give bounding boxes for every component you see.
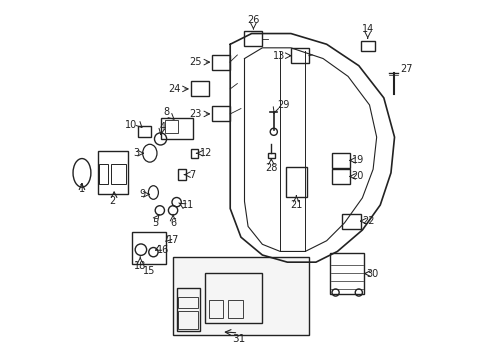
Bar: [212, 55, 230, 69]
Text: 19: 19: [351, 156, 363, 165]
Bar: [212, 107, 230, 121]
Text: 26: 26: [247, 15, 259, 24]
Bar: [290, 48, 308, 63]
Bar: [285, 167, 306, 197]
Text: 25: 25: [189, 57, 201, 67]
Bar: [267, 153, 274, 158]
Text: 5: 5: [152, 217, 158, 228]
Text: 31: 31: [232, 334, 245, 344]
Bar: [190, 81, 208, 96]
Bar: [342, 213, 360, 229]
Text: 30: 30: [365, 269, 377, 279]
Text: 17: 17: [166, 235, 179, 245]
Bar: [178, 297, 198, 308]
Bar: [160, 118, 192, 139]
Bar: [177, 169, 186, 180]
Text: 24: 24: [167, 84, 180, 94]
Text: 21: 21: [289, 200, 302, 210]
Bar: [164, 120, 177, 133]
Text: 23: 23: [189, 109, 201, 119]
Text: 11: 11: [182, 200, 194, 210]
Text: 15: 15: [142, 266, 155, 276]
Text: 8: 8: [163, 108, 169, 117]
Text: 22: 22: [362, 216, 374, 226]
Bar: [190, 149, 198, 158]
Bar: [173, 257, 308, 336]
Bar: [205, 273, 262, 323]
Bar: [331, 169, 349, 184]
Bar: [99, 164, 108, 184]
Text: 4: 4: [159, 122, 165, 132]
Bar: [138, 126, 150, 137]
Bar: [178, 311, 198, 329]
Text: 29: 29: [277, 100, 289, 111]
Bar: [244, 31, 262, 46]
Bar: [331, 153, 349, 168]
Bar: [110, 164, 126, 184]
Text: 2: 2: [109, 196, 115, 206]
Bar: [176, 288, 200, 331]
Bar: [132, 232, 165, 264]
Bar: [360, 41, 374, 51]
Text: 10: 10: [125, 120, 137, 130]
Bar: [208, 300, 223, 318]
Bar: [98, 152, 128, 194]
Text: 16: 16: [157, 245, 169, 255]
Text: 14: 14: [361, 24, 373, 34]
Bar: [228, 300, 242, 318]
Text: 9: 9: [139, 189, 145, 199]
Text: 28: 28: [264, 163, 277, 173]
Text: 13: 13: [273, 51, 285, 61]
Text: 3: 3: [133, 148, 139, 158]
Text: 12: 12: [200, 148, 212, 158]
Bar: [329, 253, 364, 294]
Text: 1: 1: [79, 184, 85, 194]
Text: 27: 27: [399, 64, 411, 74]
Text: 20: 20: [351, 171, 363, 181]
Text: 6: 6: [170, 217, 176, 228]
Text: 7: 7: [189, 170, 195, 180]
Text: 18: 18: [134, 261, 146, 271]
